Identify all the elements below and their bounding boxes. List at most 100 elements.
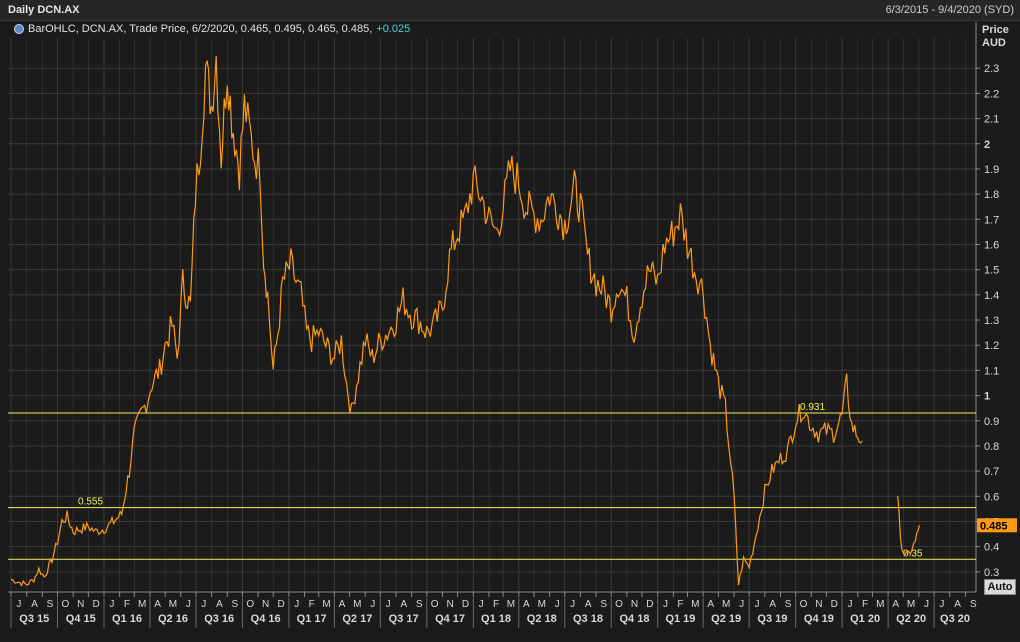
x-month-label: M: [353, 599, 361, 610]
x-month-label: M: [907, 599, 915, 610]
x-month-label: J: [294, 599, 299, 610]
x-month-label: N: [77, 599, 84, 610]
x-month-label: J: [663, 599, 668, 610]
x-quarter-label: Q2 18: [527, 613, 557, 625]
x-month-label: A: [892, 599, 899, 610]
x-month-label: F: [309, 599, 315, 610]
x-month-label: J: [754, 599, 759, 610]
legend-text: BarOHLC, DCN.AX, Trade Price, 6/2/2020, …: [28, 23, 373, 35]
x-quarter-label: Q2 20: [896, 613, 926, 625]
x-month-label: J: [570, 599, 575, 610]
x-month-label: J: [109, 599, 114, 610]
legend-change: +0.025: [376, 23, 411, 35]
last-value-label: 0.485: [980, 520, 1008, 532]
x-month-label: N: [815, 599, 822, 610]
y-tick-label: 2.1: [984, 114, 999, 126]
x-month-label: J: [555, 599, 560, 610]
series-legend[interactable]: BarOHLC, DCN.AX, Trade Price, 6/2/2020, …: [14, 23, 410, 35]
x-month-label: J: [386, 599, 391, 610]
chart-title: Daily DCN.AX: [8, 4, 80, 16]
y-tick-label: 1.6: [984, 239, 999, 251]
x-month-label: M: [722, 599, 730, 610]
x-month-label: D: [646, 599, 653, 610]
last-value-box: [977, 518, 1017, 533]
x-quarter-label: Q4 19: [804, 613, 834, 625]
y-tick-label: 1.8: [984, 189, 999, 201]
x-month-label: S: [47, 599, 54, 610]
reference-line-label: 0.555: [78, 497, 103, 508]
plot-area: [8, 38, 976, 592]
x-month-label: M: [322, 599, 330, 610]
price-series-line: [897, 495, 920, 556]
x-month-label: A: [523, 599, 530, 610]
x-month-label: O: [246, 599, 254, 610]
x-month-label: F: [862, 599, 868, 610]
y-axis-unit: AUD: [982, 37, 1006, 49]
y-tick-label: 2: [984, 139, 990, 151]
x-quarter-label: Q4 17: [435, 613, 465, 625]
x-quarter-label: Q3 17: [389, 613, 419, 625]
y-tick-label: 1.1: [984, 365, 999, 377]
x-month-label: A: [769, 599, 776, 610]
x-month-label: N: [446, 599, 453, 610]
y-tick-label: 0.6: [984, 491, 999, 503]
x-month-label: N: [262, 599, 269, 610]
x-month-label: N: [631, 599, 638, 610]
y-tick-label: 0.3: [984, 567, 999, 579]
x-month-label: S: [785, 599, 792, 610]
x-month-label: F: [124, 599, 130, 610]
auto-scale-button[interactable]: Auto: [984, 579, 1016, 595]
x-month-label: M: [138, 599, 146, 610]
x-quarter-label: Q3 15: [19, 613, 49, 625]
y-tick-label: 0.7: [984, 466, 999, 478]
x-month-label: O: [61, 599, 69, 610]
x-quarter-label: Q1 18: [481, 613, 511, 625]
x-month-label: J: [939, 599, 944, 610]
x-month-label: D: [93, 599, 100, 610]
x-quarter-label: Q2 19: [711, 613, 741, 625]
y-tick-label: 1.7: [984, 214, 999, 226]
y-tick-label: 0.8: [984, 441, 999, 453]
x-month-label: M: [169, 599, 177, 610]
date-range: 6/3/2015 - 9/4/2020 (SYD): [885, 4, 1014, 16]
x-quarter-label: Q1 16: [112, 613, 142, 625]
x-month-label: D: [462, 599, 469, 610]
x-month-label: A: [339, 599, 346, 610]
x-month-label: M: [691, 599, 699, 610]
x-month-label: J: [479, 599, 484, 610]
x-month-label: A: [216, 599, 223, 610]
y-tick-label: 1.9: [984, 164, 999, 176]
x-month-label: A: [31, 599, 38, 610]
y-tick-label: 2.2: [984, 88, 999, 100]
x-quarter-label: Q4 16: [251, 613, 281, 625]
x-quarter-label: Q3 20: [940, 613, 970, 625]
reference-line-label: 0.35: [903, 548, 923, 559]
y-tick-label: 1.4: [984, 290, 999, 302]
x-quarter-label: Q3 19: [757, 613, 787, 625]
x-month-label: J: [186, 599, 191, 610]
x-month-label: J: [16, 599, 21, 610]
x-month-label: S: [232, 599, 239, 610]
x-month-label: O: [800, 599, 808, 610]
x-month-label: J: [924, 599, 929, 610]
x-quarter-label: Q2 17: [342, 613, 372, 625]
y-tick-label: 0.4: [984, 542, 999, 554]
x-month-label: F: [677, 599, 683, 610]
y-tick-label: 0.9: [984, 416, 999, 428]
x-month-label: O: [431, 599, 439, 610]
globe-icon: [14, 24, 24, 34]
x-month-label: S: [970, 599, 977, 610]
x-month-label: S: [600, 599, 607, 610]
y-tick-label: 1.5: [984, 265, 999, 277]
reference-line-label: 0.931: [800, 402, 825, 413]
x-month-label: A: [585, 599, 592, 610]
x-month-label: D: [831, 599, 838, 610]
price-series-line: [10, 56, 863, 587]
x-quarter-label: Q4 15: [66, 613, 96, 625]
x-quarter-label: Q2 16: [158, 613, 188, 625]
x-quarter-label: Q1 17: [297, 613, 327, 625]
x-quarter-label: Q1 20: [850, 613, 880, 625]
x-quarter-label: Q4 18: [619, 613, 649, 625]
x-quarter-label: Q3 16: [204, 613, 234, 625]
